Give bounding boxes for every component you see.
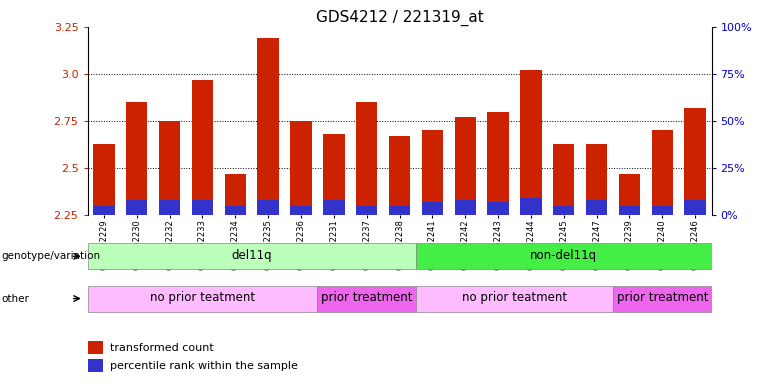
Bar	[88, 243, 416, 269]
Bar	[422, 202, 443, 215]
Bar	[416, 286, 613, 311]
Bar	[684, 200, 705, 215]
Bar	[356, 206, 377, 215]
Bar	[651, 206, 673, 215]
Bar	[521, 198, 542, 215]
Text: prior treatment: prior treatment	[616, 291, 708, 305]
Text: del11q: del11q	[231, 249, 272, 262]
Bar	[454, 200, 476, 215]
Text: no prior teatment: no prior teatment	[462, 291, 567, 305]
Bar	[126, 200, 148, 215]
Bar	[619, 174, 640, 215]
Bar	[257, 38, 279, 215]
Text: prior treatment: prior treatment	[321, 291, 412, 305]
Bar	[94, 144, 115, 215]
Bar	[613, 286, 712, 311]
Bar	[88, 286, 317, 311]
Bar	[126, 102, 148, 215]
Bar	[94, 206, 115, 215]
Bar	[88, 359, 103, 372]
Bar	[389, 206, 410, 215]
Bar	[192, 79, 213, 215]
Bar	[356, 102, 377, 215]
Bar	[651, 130, 673, 215]
Bar	[389, 136, 410, 215]
Bar	[422, 130, 443, 215]
Bar	[487, 202, 509, 215]
Text: other: other	[2, 293, 30, 304]
Bar	[159, 121, 180, 215]
Bar	[684, 108, 705, 215]
Bar	[454, 117, 476, 215]
Bar	[317, 286, 416, 311]
Bar	[323, 200, 345, 215]
Bar	[553, 144, 575, 215]
Bar	[88, 341, 103, 354]
Bar	[192, 200, 213, 215]
Bar	[619, 206, 640, 215]
Bar	[416, 243, 712, 269]
Text: percentile rank within the sample: percentile rank within the sample	[110, 361, 298, 371]
Bar	[257, 200, 279, 215]
Bar	[323, 134, 345, 215]
Bar	[553, 206, 575, 215]
Title: GDS4212 / 221319_at: GDS4212 / 221319_at	[316, 9, 483, 25]
Bar	[586, 200, 607, 215]
Text: genotype/variation: genotype/variation	[2, 251, 100, 262]
Bar	[521, 70, 542, 215]
Bar	[224, 206, 246, 215]
Text: transformed count: transformed count	[110, 343, 214, 353]
Bar	[586, 144, 607, 215]
Text: non-del11q: non-del11q	[530, 249, 597, 262]
Text: no prior teatment: no prior teatment	[150, 291, 255, 305]
Bar	[159, 200, 180, 215]
Bar	[291, 206, 312, 215]
Bar	[291, 121, 312, 215]
Bar	[487, 112, 509, 215]
Bar	[224, 174, 246, 215]
